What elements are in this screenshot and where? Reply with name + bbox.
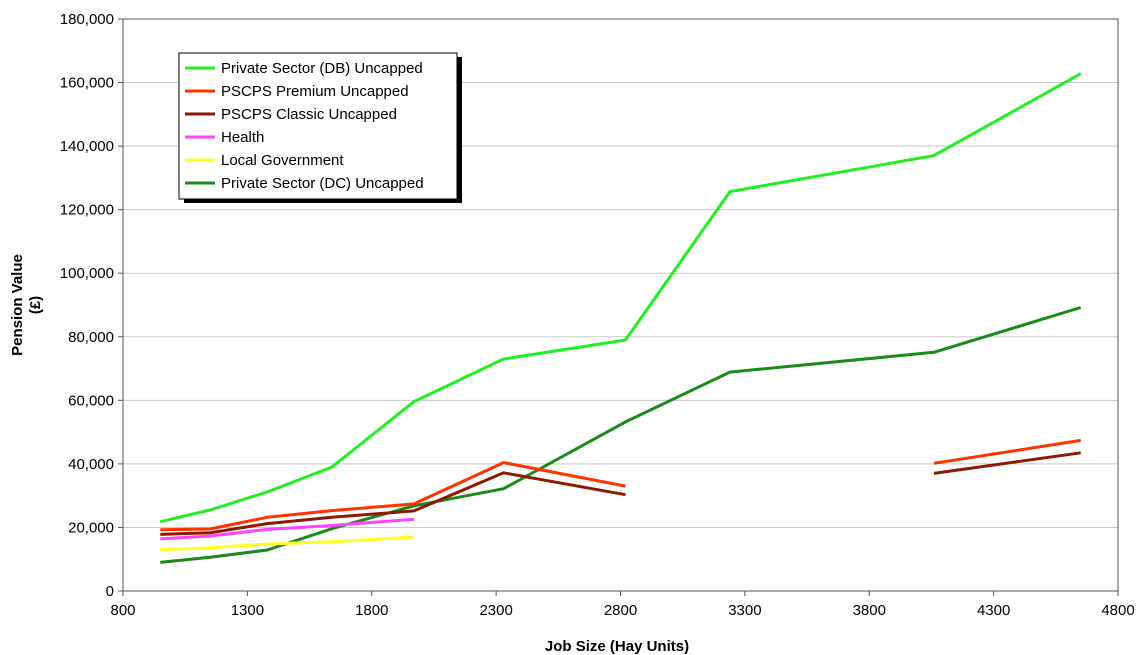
series-line-pscps-classic-uncapped-segment-2 <box>933 451 1081 475</box>
x-tick-label: 4800 <box>1101 602 1134 619</box>
legend-box <box>178 52 458 200</box>
y-tick-label: 180,000 <box>60 11 114 28</box>
legend-label-private-sector-db-uncapped: Private Sector (DB) Uncapped <box>221 60 423 77</box>
series-line-pscps-classic-uncapped-segment-1 <box>160 471 626 536</box>
y-tick-label: 160,000 <box>60 75 114 92</box>
y-axis-title-line-2: (£) <box>27 296 44 314</box>
y-tick-label: 140,000 <box>60 138 114 155</box>
y-axis-ticks: 0 20,000 40,000 60,000 80,000 100,000 120,000 1… <box>60 11 123 600</box>
x-tick-label: 3300 <box>728 602 761 619</box>
x-axis-title: Job Size (Hay Units) <box>545 638 689 655</box>
y-tick-label: 40,000 <box>68 456 114 473</box>
x-tick-label: 2300 <box>479 602 512 619</box>
legend-label-private-sector-dc-uncapped: Private Sector (DC) Uncapped <box>221 175 424 192</box>
y-tick-label: 20,000 <box>68 519 114 536</box>
series-line-pscps-premium-uncapped-segment-1 <box>160 461 626 532</box>
legend: Private Sector (DB) Uncapped PSCPS Premiu… <box>178 52 462 203</box>
series-line-private-sector-db-uncapped-segment-1 <box>159 72 1082 524</box>
legend-label-local-government: Local Government <box>221 152 344 169</box>
y-tick-label: 120,000 <box>60 202 114 219</box>
y-tick-label: 80,000 <box>68 329 114 346</box>
x-tick-label: 2800 <box>604 602 637 619</box>
y-tick-label: 0 <box>106 583 114 600</box>
x-tick-label: 3800 <box>853 602 886 619</box>
x-tick-label: 4300 <box>977 602 1010 619</box>
x-tick-label: 1300 <box>231 602 264 619</box>
series-line-health-segment-1 <box>160 517 415 541</box>
legend-label-health: Health <box>221 129 264 146</box>
y-tick-label: 100,000 <box>60 265 114 282</box>
x-tick-label: 800 <box>110 602 135 619</box>
series-line-local-government-segment-1 <box>160 535 415 552</box>
series-lines <box>159 72 1082 564</box>
legend-label-pscps-classic-uncapped: PSCPS Classic Uncapped <box>221 106 397 123</box>
series-line-private-sector-dc-uncapped-segment-1 <box>160 306 1082 564</box>
y-axis-title-line-1: Pension Value <box>9 254 26 356</box>
x-axis-ticks: 800 1300 1800 2300 2800 3300 3800 4300 4800 <box>110 591 1135 619</box>
x-tick-label: 1800 <box>355 602 388 619</box>
y-tick-label: 60,000 <box>68 392 114 409</box>
legend-label-pscps-premium-uncapped: PSCPS Premium Uncapped <box>221 83 409 100</box>
series-line-pscps-premium-uncapped-segment-2 <box>933 438 1081 465</box>
